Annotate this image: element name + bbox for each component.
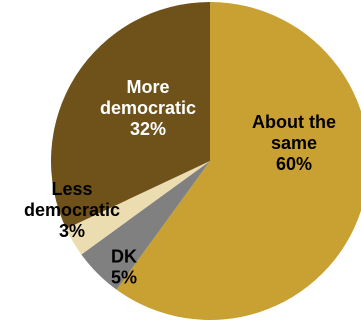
slice-label-line-1-0: DK (111, 247, 137, 267)
slice-label-line-3-1: democratic (100, 98, 196, 118)
slice-label-2: Less democratic 3% (24, 179, 120, 241)
slice-label-line-0-0: About the (252, 112, 336, 132)
slice-label-line-3-0: More (126, 77, 169, 97)
slice-pct-1: 5% (111, 268, 137, 288)
pie-slice-0 (116, 2, 361, 320)
slice-label-0: About the same 60% (252, 112, 336, 174)
slice-label-line-0-1: same (271, 133, 317, 153)
slice-pct-3: 32% (130, 119, 166, 139)
pie-slice-1 (81, 161, 211, 290)
slice-label-line-2-0: Less (51, 179, 92, 199)
slice-pct-2: 3% (59, 221, 85, 241)
slice-label-3: More democratic 32% (100, 77, 196, 139)
slice-label-line-2-1: democratic (24, 200, 120, 220)
pie-slice-2 (66, 161, 210, 255)
slice-pct-0: 60% (276, 154, 312, 174)
pie-slice-3 (50, 1, 210, 229)
slice-label-1: DK 5% (111, 247, 137, 288)
